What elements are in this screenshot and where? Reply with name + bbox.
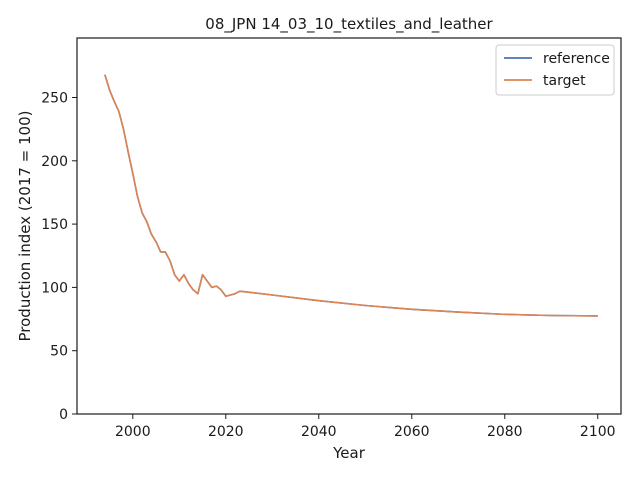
legend-label-target: target [543,73,586,89]
x-tick-label: 2040 [301,424,337,440]
y-tick-label: 200 [41,154,68,170]
y-tick-label: 0 [59,407,68,423]
x-tick-label: 2000 [115,424,151,440]
x-tick-label: 2100 [580,424,616,440]
y-axis-label: Production index (2017 = 100) [16,111,34,342]
chart-title: 08_JPN 14_03_10_textiles_and_leather [205,15,493,34]
legend-label-reference: reference [543,51,610,67]
legend: reference target [495,44,615,96]
series-line-target [104,74,598,317]
y-tick-label: 100 [41,280,68,296]
plot-lines [104,74,598,317]
plot-frame [76,37,622,415]
y-tick-label: 150 [41,217,68,233]
y-tick-label: 250 [41,91,68,107]
y-axis: 0 50 100 150 200 250 [41,91,77,423]
x-axis-label: Year [332,444,366,462]
x-tick-label: 2060 [394,424,430,440]
x-tick-label: 2080 [487,424,523,440]
x-tick-label: 2020 [208,424,244,440]
y-tick-label: 50 [50,344,68,360]
x-axis: 2000 2020 2040 2060 2080 2100 [115,414,616,440]
